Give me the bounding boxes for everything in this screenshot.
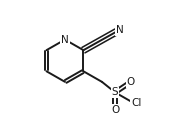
Text: N: N [61, 35, 69, 45]
Text: O: O [111, 105, 119, 115]
Text: Cl: Cl [131, 98, 141, 108]
Text: N: N [116, 25, 124, 35]
Text: S: S [112, 87, 118, 97]
Text: O: O [127, 77, 135, 87]
